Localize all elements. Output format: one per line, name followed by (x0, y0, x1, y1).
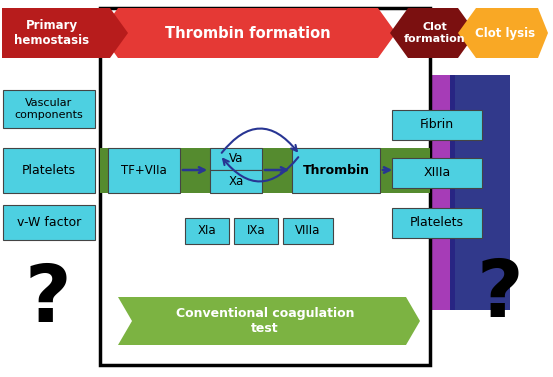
Text: Clot
formation: Clot formation (404, 22, 466, 44)
Polygon shape (390, 8, 476, 58)
Bar (100, 8, 430, 365)
Text: Platelets: Platelets (22, 164, 76, 177)
Bar (108, 148, 180, 193)
Bar (3, 90, 95, 128)
Bar (292, 148, 380, 193)
Text: Thrombin formation: Thrombin formation (165, 26, 331, 40)
Bar (3, 148, 95, 193)
Bar (210, 148, 262, 170)
Bar (185, 218, 229, 244)
Text: Xa: Xa (228, 175, 244, 188)
Bar (210, 170, 262, 193)
Bar (3, 205, 95, 240)
Text: Fibrin: Fibrin (420, 118, 454, 132)
Text: Thrombin: Thrombin (302, 164, 369, 177)
Text: XIIIa: XIIIa (424, 167, 451, 179)
Bar (234, 218, 278, 244)
Text: v-W factor: v-W factor (17, 216, 81, 229)
Text: Platelets: Platelets (410, 216, 464, 230)
Text: Primary
hemostasis: Primary hemostasis (14, 19, 90, 47)
Bar (392, 158, 482, 188)
Text: ?: ? (477, 256, 523, 334)
Bar (390, 75, 455, 310)
Text: ?: ? (25, 261, 71, 339)
Bar (100, 148, 430, 193)
Text: Va: Va (229, 153, 243, 166)
Text: VIIIa: VIIIa (295, 224, 321, 238)
Text: Conventional coagulation
test: Conventional coagulation test (176, 307, 354, 335)
Bar (450, 75, 510, 310)
Polygon shape (118, 297, 420, 345)
Text: XIa: XIa (197, 224, 216, 238)
Text: IXa: IXa (247, 224, 265, 238)
Text: Clot lysis: Clot lysis (475, 26, 535, 40)
Text: TF+VIIa: TF+VIIa (121, 164, 167, 177)
Bar (392, 110, 482, 140)
Text: Vascular
components: Vascular components (14, 98, 84, 120)
Polygon shape (2, 8, 128, 58)
Polygon shape (458, 8, 548, 58)
Bar (392, 208, 482, 238)
Polygon shape (100, 8, 396, 58)
Bar (283, 218, 333, 244)
